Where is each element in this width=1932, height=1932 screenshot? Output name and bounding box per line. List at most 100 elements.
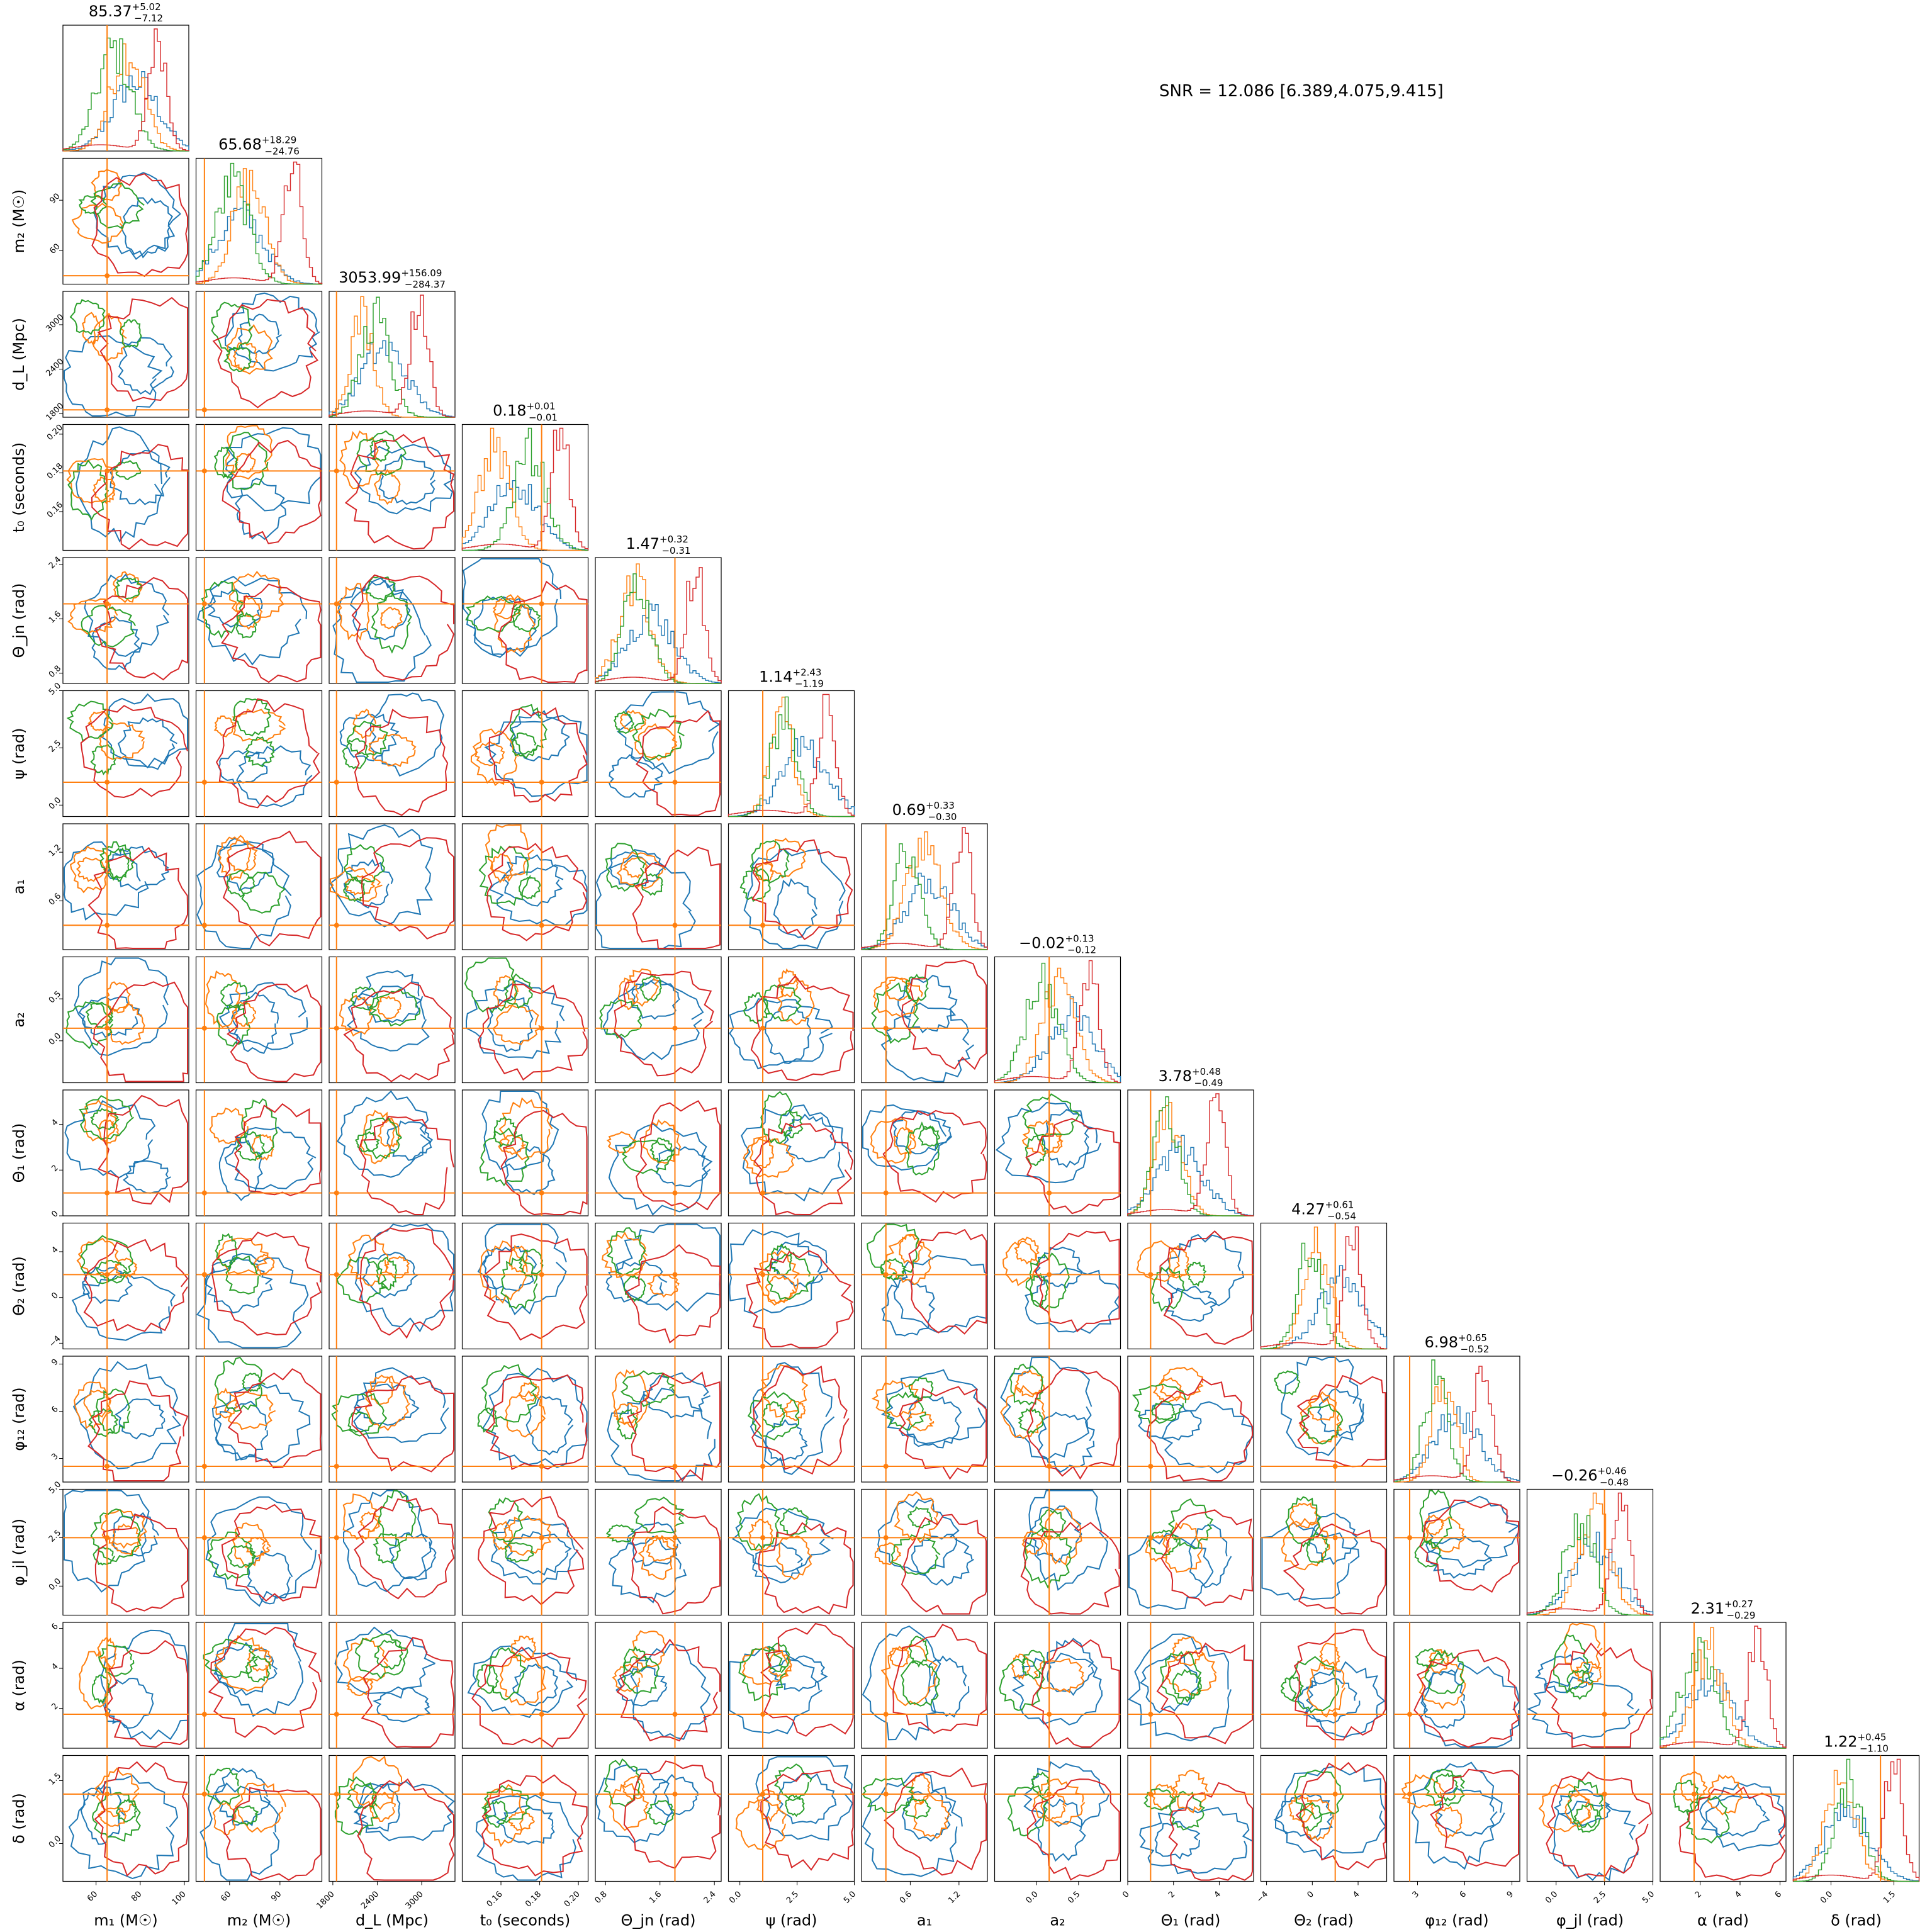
contour-series-2 [342,738,369,770]
contour-series-1 [76,856,106,882]
panel-r11-c2 [329,1488,456,1616]
panel-r7-c7: −0.02+0.13 −0.12 [994,933,1121,1084]
contour-series-1 [342,1637,389,1685]
panel-frame [861,1089,988,1216]
truth-point [1047,1464,1052,1469]
truth-point [104,1272,110,1278]
truth-point [334,1712,339,1717]
panel-r11-c7 [994,1488,1121,1616]
panel-r8-c3 [461,1089,589,1216]
contour-series-0 [354,444,454,515]
title-value: 0.18 [493,402,526,420]
truth-point [334,601,339,607]
contour-series-1 [899,1233,923,1265]
contour-series-2 [93,1547,116,1566]
contour-series-2 [96,1259,128,1281]
contour-series-2 [69,299,106,335]
contour-series-3 [1034,1230,1120,1333]
contour-series-2 [214,1356,266,1412]
truth-point [672,1190,678,1196]
contour-series-1 [485,824,534,882]
contour-series-1 [373,469,401,505]
contour-series-1 [232,341,259,372]
contour-series-0 [911,1534,974,1586]
truth-point [1148,1464,1154,1469]
contour-series-2 [750,840,790,884]
contour-series-2 [738,1648,787,1702]
contour-series-2 [779,1507,809,1537]
panel-r12-c3 [461,1622,589,1749]
contour-series-0 [1297,1677,1361,1724]
contour-series-2 [90,1508,142,1563]
panel-r12-c4 [595,1622,722,1749]
contour-series-2 [605,1524,636,1543]
contour-series-0 [231,991,279,1054]
contour-series-1 [492,1004,541,1045]
contour-series-2 [374,1639,403,1670]
contour-series-2 [1022,1093,1080,1137]
contour-series-1 [518,1381,540,1402]
contour-series-3 [477,1496,585,1605]
truth-point [672,1791,678,1797]
contour-series-2 [66,700,114,742]
contour-series-1 [376,995,402,1019]
truth-point [104,779,110,785]
contour-series-1 [783,1399,806,1421]
contour-series-3 [1146,1378,1253,1482]
truth-point [1332,1791,1338,1797]
panel-r5-c2 [329,690,456,817]
title-plus: +0.33 [926,800,955,811]
panel-frame [461,557,589,684]
contour-series-2 [464,957,518,1014]
contour-series-0 [483,1245,537,1292]
title-value: 3053.99 [339,269,401,286]
contour-series-0 [342,1490,432,1593]
panel-r12-c7 [994,1622,1121,1749]
panel-r4-c3 [461,557,589,684]
contour-series-0 [507,1531,572,1576]
title-value: 1.22 [1824,1733,1857,1751]
contour-series-0 [236,745,313,807]
contour-series-0 [729,1646,823,1734]
truth-point [1047,1535,1052,1541]
truth-point [1407,1535,1412,1541]
contour-series-2 [205,1767,242,1806]
truth-point [201,1190,207,1196]
panel-title: −0.26+0.46 −0.48 [1551,1466,1629,1488]
panel-r9-c8 [1127,1222,1254,1350]
panel-frame [62,1356,189,1483]
panel-r11-c3 [461,1488,589,1616]
panel-frame [329,291,456,418]
contour-series-3 [760,1770,854,1871]
truth-point [104,1025,110,1031]
truth-point [539,1190,544,1196]
contour-series-2 [510,603,541,632]
contour-series-1 [613,1402,639,1425]
contour-series-1 [251,1134,274,1160]
contour-series-3 [87,1380,189,1481]
contour-series-2 [220,981,250,1009]
contour-series-3 [1156,1643,1253,1744]
title-plus: +0.13 [1065,933,1094,945]
truth-point [883,1791,889,1797]
contour-series-0 [247,1550,293,1605]
title-minus: −7.12 [134,13,163,24]
histogram-series-2 [1393,1359,1520,1483]
contour-series-0 [68,1775,179,1880]
contour-series-2 [760,1091,795,1145]
x-axis-label: Θ_jn (rad) [621,1912,696,1929]
contour-series-0 [605,1261,668,1304]
truth-point [334,923,339,928]
contour-series-3 [104,1640,188,1748]
contour-series-2 [1169,1790,1206,1831]
contour-series-0 [881,1278,935,1337]
contour-series-0 [378,453,436,505]
panel-r4-c4: 1.47+0.32 −0.31 [595,534,722,684]
contour-series-2 [1419,1490,1452,1549]
contour-series-1 [205,970,241,1028]
contour-series-2 [1301,1403,1344,1445]
contour-series-2 [365,576,396,602]
